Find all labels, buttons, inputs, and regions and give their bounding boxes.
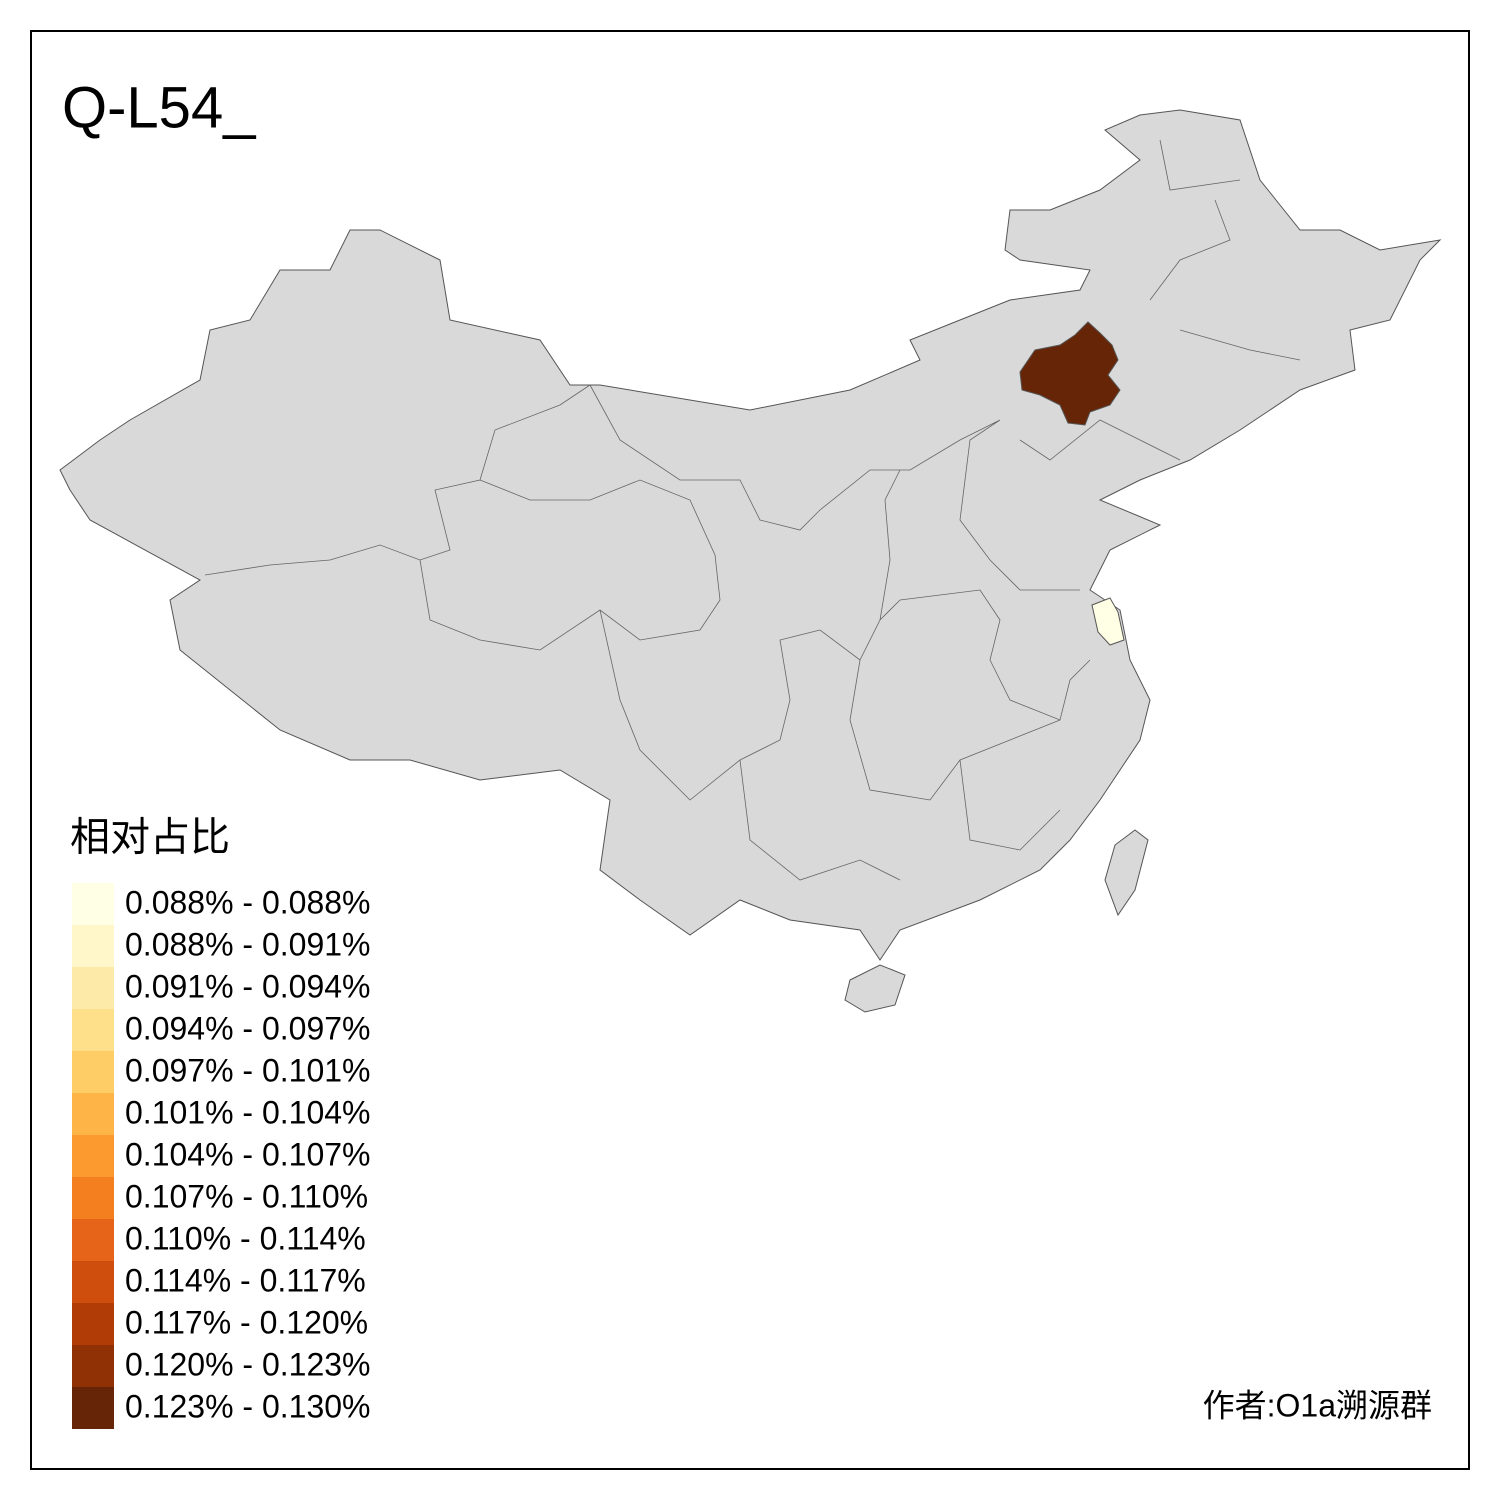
country-outline (59, 109, 1442, 961)
author: 作者:O1a溯源群 (1203, 1387, 1432, 1423)
map (59, 109, 1442, 1013)
legend-label: 0.114% - 0.117% (125, 1262, 366, 1298)
legend-swatch (72, 1177, 114, 1219)
legend-swatch (72, 1219, 114, 1261)
legend-swatch (72, 1261, 114, 1303)
highlight-region-dark (1019, 321, 1121, 426)
legend-label: 0.117% - 0.120% (125, 1304, 368, 1340)
taiwan (1104, 829, 1149, 917)
legend-title: 相对占比 (70, 816, 230, 860)
province-borders (204, 139, 1301, 881)
legend-label: 0.101% - 0.104% (125, 1094, 371, 1130)
legend-swatch (72, 883, 114, 925)
legend: 0.088% - 0.088% 0.088% - 0.091% 0.091% - 0… (72, 883, 371, 1429)
legend-swatch (72, 925, 114, 967)
legend-swatch (72, 1051, 114, 1093)
legend-label: 0.088% - 0.088% (125, 884, 371, 920)
legend-label: 0.088% - 0.091% (125, 926, 371, 962)
legend-label: 0.110% - 0.114% (125, 1220, 366, 1256)
legend-swatch (72, 967, 114, 1009)
legend-label: 0.120% - 0.123% (125, 1346, 371, 1382)
legend-label: 0.107% - 0.110% (125, 1178, 368, 1214)
legend-swatch (72, 1345, 114, 1387)
legend-swatch (72, 1135, 114, 1177)
legend-swatch (72, 1009, 114, 1051)
title: Q-L54_ (62, 75, 256, 140)
legend-swatch (72, 1093, 114, 1135)
hainan (844, 964, 906, 1013)
legend-label: 0.097% - 0.101% (125, 1052, 371, 1088)
legend-label: 0.091% - 0.094% (125, 968, 371, 1004)
legend-swatch (72, 1303, 114, 1345)
highlight-region-light (1091, 597, 1125, 646)
legend-label: 0.123% - 0.130% (125, 1388, 371, 1424)
legend-swatch (72, 1387, 114, 1429)
legend-label: 0.094% - 0.097% (125, 1010, 371, 1046)
legend-label: 0.104% - 0.107% (125, 1136, 371, 1172)
